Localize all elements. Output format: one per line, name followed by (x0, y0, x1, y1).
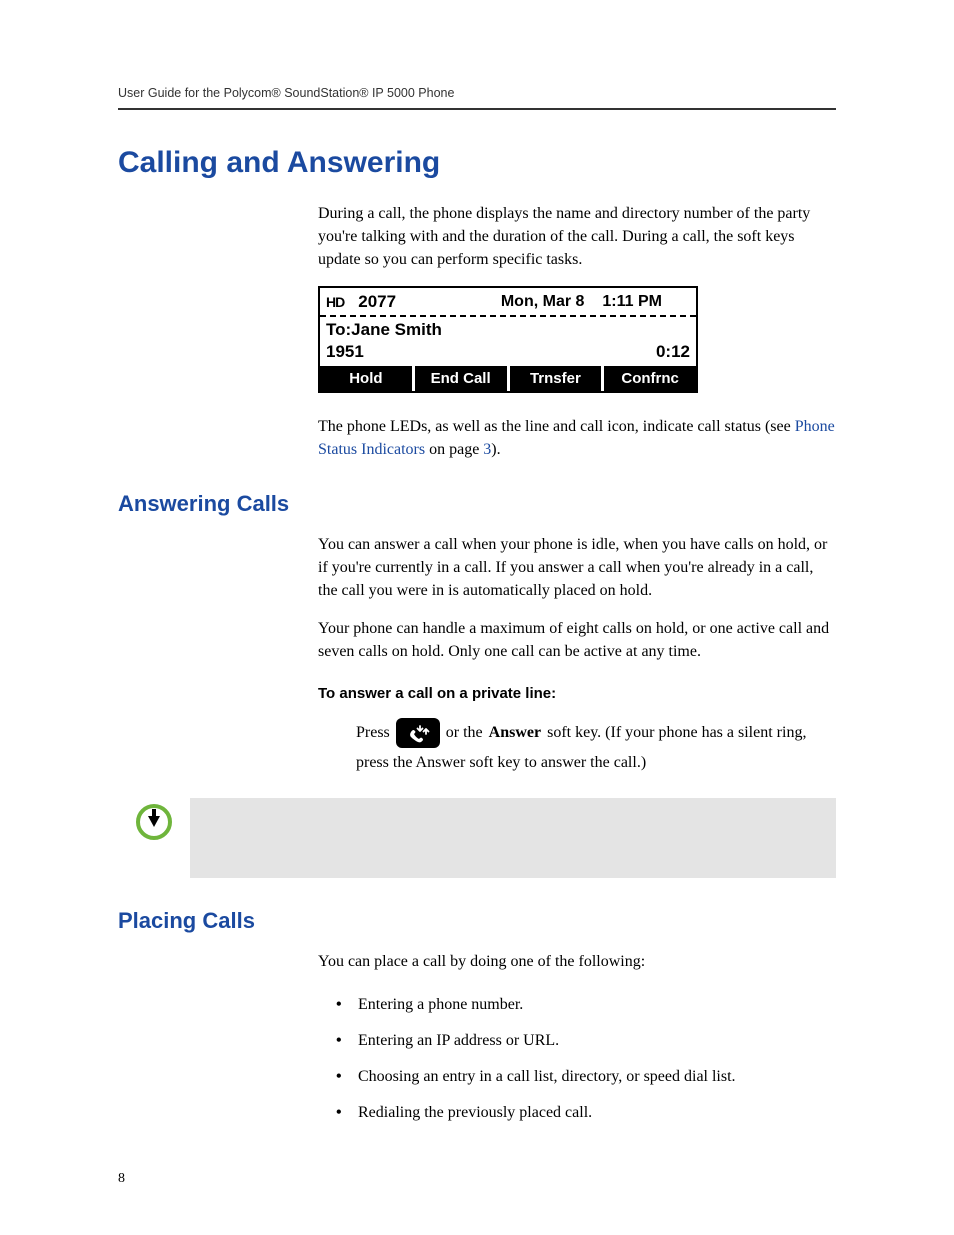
lcd-status-row: HD 2077 Mon, Mar 8 1:11 PM (320, 288, 696, 317)
softkey-confrnc: Confrnc (601, 366, 696, 391)
led-text-mid: on page (425, 441, 483, 458)
list-item: Redialing the previously placed call. (336, 1095, 836, 1131)
list-item: Choosing an entry in a call list, direct… (336, 1059, 836, 1095)
softkey-trnsfer: Trnsfer (507, 366, 602, 391)
lcd-duration: 0:12 (656, 342, 690, 362)
page: User Guide for the Polycom® SoundStation… (0, 0, 954, 1235)
press-post: soft key. (If your phone has a silent ri… (547, 720, 806, 746)
press-mid: or the (446, 720, 483, 746)
press-bold: Answer (489, 720, 541, 746)
answering-p2: Your phone can handle a maximum of eight… (318, 617, 836, 663)
led-paragraph: The phone LEDs, as well as the line and … (318, 415, 836, 461)
list-item: Entering a phone number. (336, 987, 836, 1023)
lcd-time: 1:11 PM (602, 293, 662, 311)
placing-intro: You can place a call by doing one of the… (318, 950, 836, 973)
placing-list: Entering a phone number. Entering an IP … (336, 987, 836, 1131)
press-pre: Press (356, 720, 390, 746)
led-text-pre: The phone LEDs, as well as the line and … (318, 418, 795, 435)
answering-block: You can answer a call when your phone is… (318, 533, 836, 772)
hd-icon: HD (326, 294, 344, 310)
tip-block (118, 798, 836, 878)
lcd-to-label: To: (326, 320, 351, 340)
answer-private-subhead: To answer a call on a private line: (318, 685, 836, 702)
lcd-date: Mon, Mar 8 (501, 293, 585, 311)
tip-body (190, 798, 836, 878)
down-arrow-icon (148, 816, 160, 827)
lcd-screenshot: HD 2077 Mon, Mar 8 1:11 PM To: Jane Smit… (318, 286, 836, 393)
lcd-frame: HD 2077 Mon, Mar 8 1:11 PM To: Jane Smit… (318, 286, 698, 393)
header-rule (118, 108, 836, 110)
lcd-softkey-row: Hold End Call Trnsfer Confrnc (320, 366, 696, 391)
call-key-icon (396, 718, 440, 748)
intro-paragraph: During a call, the phone displays the na… (318, 202, 836, 272)
tip-icon-col (118, 798, 190, 878)
placing-block: You can place a call by doing one of the… (318, 950, 836, 1131)
answering-p1: You can answer a call when your phone is… (318, 533, 836, 603)
lcd-to-name: Jane Smith (351, 320, 442, 340)
heading-placing-calls: Placing Calls (118, 908, 836, 934)
lcd-number: 1951 (326, 342, 364, 362)
intro-block: During a call, the phone displays the na… (318, 202, 836, 461)
lcd-extension: 2077 (358, 292, 396, 312)
softkey-endcall: End Call (412, 366, 507, 391)
press-instruction: Press or the Answer soft key. (If your p… (356, 718, 836, 748)
page-title: Calling and Answering (118, 146, 836, 180)
lcd-number-row: 1951 0:12 (320, 342, 696, 366)
softkey-hold: Hold (320, 366, 412, 391)
tip-icon (136, 804, 172, 840)
heading-answering-calls: Answering Calls (118, 491, 836, 517)
page-number: 8 (118, 1171, 125, 1187)
running-header: User Guide for the Polycom® SoundStation… (118, 86, 836, 100)
led-text-post: ). (491, 441, 500, 458)
lcd-to-row: To: Jane Smith (320, 317, 696, 342)
press-line2: press the Answer soft key to answer the … (356, 754, 836, 772)
list-item: Entering an IP address or URL. (336, 1023, 836, 1059)
